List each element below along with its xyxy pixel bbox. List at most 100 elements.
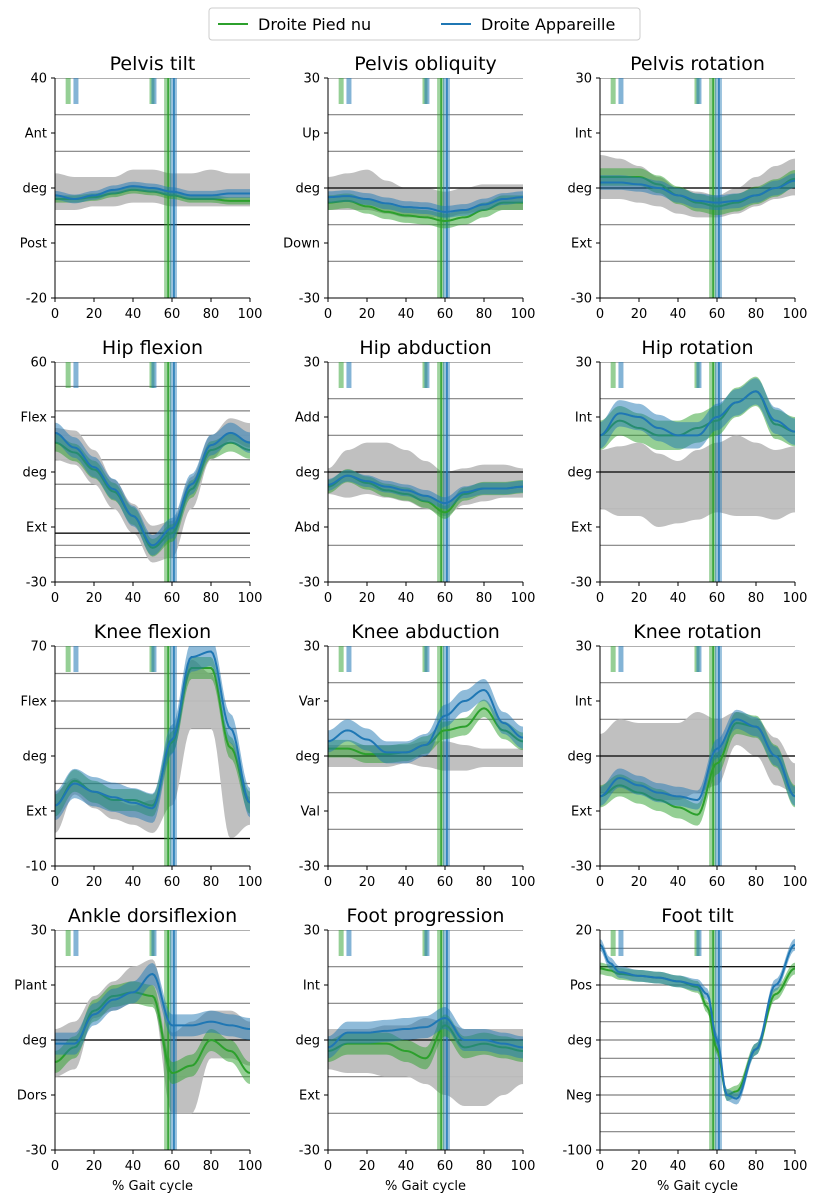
- x-tick-label: 40: [398, 1159, 415, 1174]
- series-line-1: [600, 179, 795, 204]
- event-marker: [346, 646, 352, 672]
- x-tick-label: 100: [238, 875, 263, 890]
- y-tick-label: Int: [575, 127, 592, 142]
- panel-pelvis-rotation: -30 Ext deg Int 30 0 20 40 60 80 100 Pelvis rotatio…: [567, 53, 807, 322]
- x-tick-label: 60: [437, 591, 454, 606]
- series-line-1: [55, 972, 250, 1045]
- x-tick-label: 20: [86, 307, 103, 322]
- event-marker: [338, 362, 344, 388]
- plot-area: [600, 930, 795, 1150]
- y-tick-label: 30: [30, 924, 47, 939]
- panel-title: Hip abduction: [359, 337, 491, 359]
- series-band-0: [328, 1014, 523, 1070]
- y-tick-label: deg: [295, 182, 320, 197]
- x-tick-label: 80: [748, 1159, 765, 1174]
- x-tick-label: 0: [596, 1159, 604, 1174]
- event-marker: [151, 930, 157, 956]
- y-tick-label: -30: [571, 292, 592, 307]
- x-tick-label: 40: [125, 1159, 142, 1174]
- event-marker: [618, 78, 624, 104]
- event-marker: [65, 78, 71, 104]
- series-band-1: [600, 173, 795, 210]
- x-tick-label: 0: [51, 875, 59, 890]
- panel-hip-rotation: -30 Ext deg Int 30 0 20 40 60 80 100 Hip rotation: [567, 337, 807, 606]
- y-tick-label: Up: [302, 127, 320, 142]
- y-tick-label: deg: [22, 1034, 47, 1049]
- panels: -20 Post deg Ant 40 0 20 40 60 80 100 Pelvis tilt -3…: [14, 53, 807, 1194]
- y-tick-label: 60: [30, 356, 47, 371]
- x-tick-label: 40: [398, 307, 415, 322]
- panel-title: Ankle dorsiflexion: [68, 905, 237, 927]
- event-marker: [65, 930, 71, 956]
- y-tick-label: Ext: [26, 805, 47, 820]
- x-tick-label: 80: [203, 591, 220, 606]
- y-tick-label: Flex: [20, 695, 47, 710]
- x-tick-label: 40: [398, 591, 415, 606]
- x-tick-label: 20: [86, 591, 103, 606]
- x-tick-label: 40: [125, 307, 142, 322]
- x-axis-label: % Gait cycle: [112, 1179, 193, 1194]
- event-marker: [338, 78, 344, 104]
- plot-area: [55, 930, 250, 1150]
- panel-knee-rotation: -30 Ext deg Int 30 0 20 40 60 80 100 Knee rotation: [567, 621, 807, 890]
- x-tick-label: 0: [324, 1159, 332, 1174]
- event-marker: [618, 930, 624, 956]
- series-band-1: [328, 1007, 523, 1059]
- x-tick-label: 0: [324, 591, 332, 606]
- event-marker: [338, 930, 344, 956]
- event-marker: [610, 646, 616, 672]
- y-tick-label: deg: [567, 750, 592, 765]
- y-tick-label: Pos: [570, 979, 592, 994]
- x-tick-label: 40: [670, 875, 687, 890]
- y-tick-label: deg: [567, 182, 592, 197]
- y-tick-label: -30: [26, 1144, 47, 1159]
- panel-knee-abduction: -30 Val deg Var 30 0 20 40 60 80 100 Knee abduction: [295, 621, 535, 890]
- event-marker: [696, 646, 702, 672]
- normative-band: [600, 435, 795, 527]
- event-marker: [346, 362, 352, 388]
- panel-title: Knee rotation: [633, 621, 761, 643]
- y-tick-label: deg: [567, 1034, 592, 1049]
- event-marker: [151, 646, 157, 672]
- x-tick-label: 40: [670, 307, 687, 322]
- y-tick-label: deg: [22, 750, 47, 765]
- plot-area: [600, 78, 795, 298]
- y-tick-label: -100: [562, 1144, 592, 1159]
- y-tick-label: deg: [295, 466, 320, 481]
- y-tick-label: Ext: [571, 521, 592, 536]
- x-tick-label: 80: [203, 875, 220, 890]
- x-tick-label: 80: [476, 591, 493, 606]
- y-tick-label: Abd: [295, 521, 320, 536]
- panel-title: Knee flexion: [94, 621, 211, 643]
- x-tick-label: 60: [709, 591, 726, 606]
- panel-hip-flexion: -30 Ext deg Flex 60 0 20 40 60 80 100 Hip flexion: [20, 337, 262, 606]
- panel-hip-abduction: -30 Abd deg Add 30 0 20 40 60 80 100 Hip abduction: [295, 337, 536, 606]
- x-tick-label: 80: [203, 307, 220, 322]
- x-tick-label: 20: [631, 591, 648, 606]
- x-tick-label: 60: [709, 875, 726, 890]
- panel-foot-progression: -30 Ext deg Int 30 0 20 40 60 80 100 Foot progressi…: [295, 905, 535, 1194]
- x-tick-label: 60: [437, 875, 454, 890]
- y-tick-label: Down: [283, 237, 320, 252]
- y-tick-label: Int: [575, 411, 592, 426]
- series-line-1: [600, 718, 795, 802]
- y-tick-label: deg: [22, 182, 47, 197]
- series-line-1: [600, 943, 795, 1100]
- y-tick-label: -30: [299, 1144, 320, 1159]
- event-marker: [73, 646, 79, 672]
- x-tick-label: 100: [238, 591, 263, 606]
- y-tick-label: -20: [26, 292, 47, 307]
- legend-label-pied-nu: Droite Pied nu: [258, 15, 371, 34]
- series-band-1: [328, 190, 523, 218]
- y-tick-label: Var: [299, 695, 321, 710]
- x-tick-label: 0: [324, 875, 332, 890]
- panel-knee-flexion: -10 Ext deg Flex 70 0 20 40 60 80 100 Knee flexion: [20, 621, 262, 890]
- plot-area: [55, 78, 250, 298]
- x-tick-label: 80: [203, 1159, 220, 1174]
- x-tick-label: 60: [164, 591, 181, 606]
- x-tick-label: 0: [596, 875, 604, 890]
- y-tick-label: Neg: [566, 1089, 592, 1104]
- y-tick-label: 30: [303, 356, 320, 371]
- y-tick-label: -30: [571, 860, 592, 875]
- x-tick-label: 100: [783, 307, 808, 322]
